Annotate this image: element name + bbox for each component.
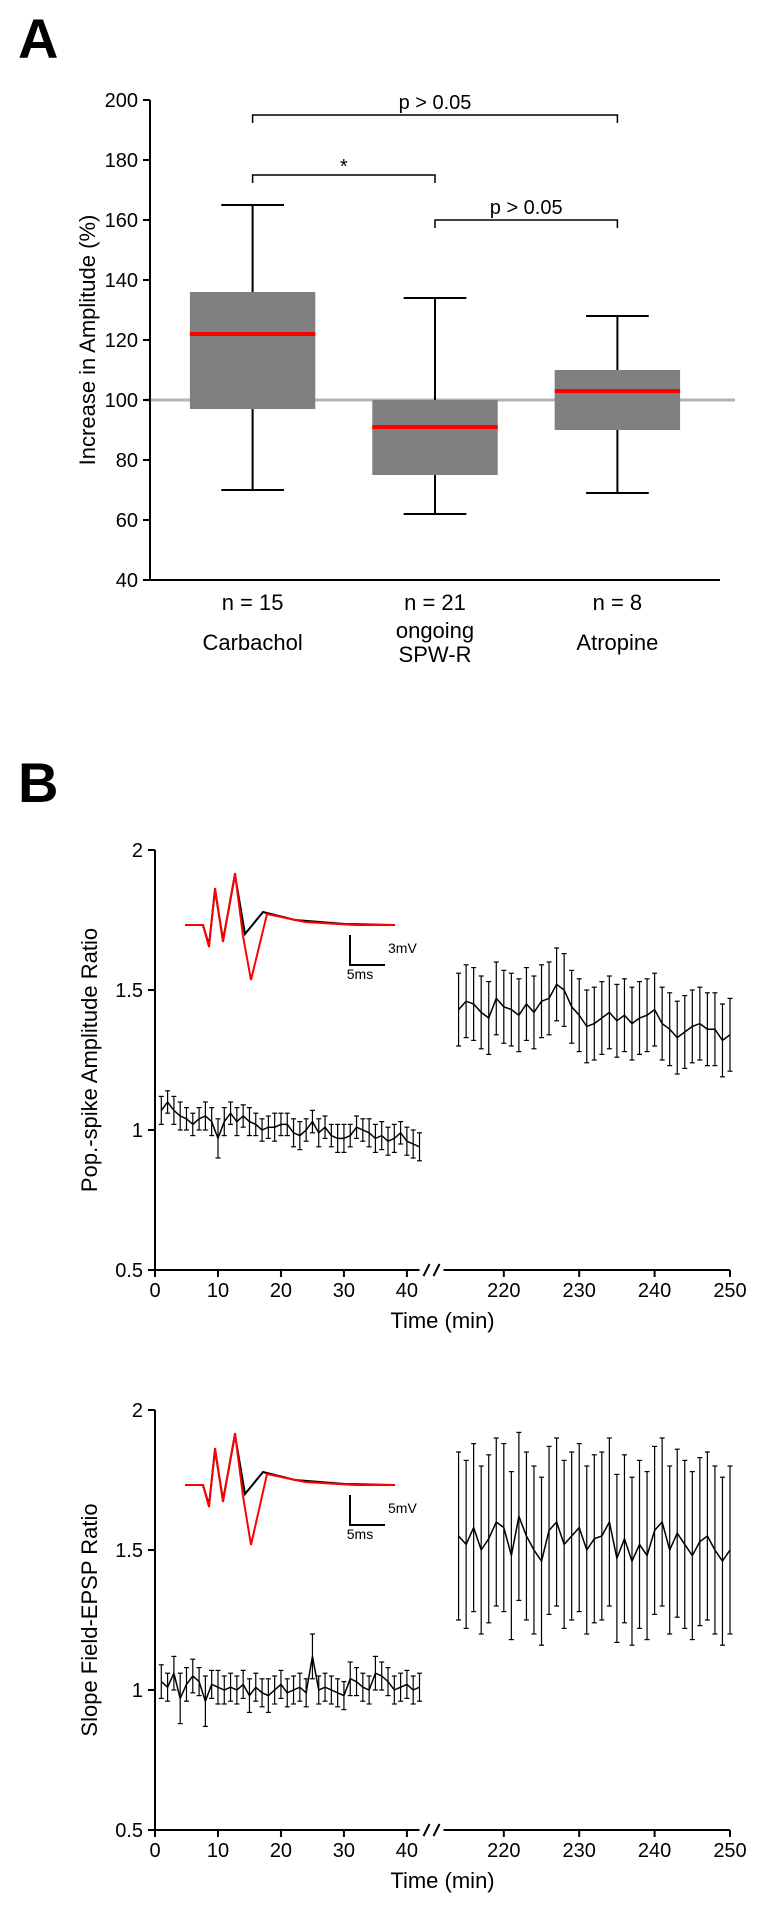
svg-text:250: 250 xyxy=(713,1840,746,1862)
svg-text:40: 40 xyxy=(396,1280,418,1302)
svg-text:180: 180 xyxy=(105,150,138,172)
svg-text:Time (min): Time (min) xyxy=(390,1868,494,1893)
svg-text:Atropine: Atropine xyxy=(576,630,658,655)
svg-text:SPW-R: SPW-R xyxy=(399,642,472,667)
svg-text:1.5: 1.5 xyxy=(115,980,143,1002)
svg-text:220: 220 xyxy=(487,1280,520,1302)
svg-text:0: 0 xyxy=(149,1280,160,1302)
svg-text:5ms: 5ms xyxy=(347,1526,373,1542)
svg-text:p > 0.05: p > 0.05 xyxy=(399,92,472,114)
svg-text:120: 120 xyxy=(105,330,138,352)
svg-text:n = 15: n = 15 xyxy=(222,590,284,615)
svg-text:Slope Field-EPSP Ratio: Slope Field-EPSP Ratio xyxy=(77,1503,102,1736)
svg-text:100: 100 xyxy=(105,390,138,412)
svg-text:160: 160 xyxy=(105,210,138,232)
svg-text:0: 0 xyxy=(149,1840,160,1862)
svg-text:20: 20 xyxy=(270,1840,292,1862)
svg-text:*: * xyxy=(340,156,348,178)
svg-text:ongoing: ongoing xyxy=(396,618,474,643)
svg-text:230: 230 xyxy=(563,1280,596,1302)
panel-a-chart: 40 60 80 100 120 140 160 180 200 Increase in Ampl… xyxy=(70,90,750,710)
svg-text:20: 20 xyxy=(270,1280,292,1302)
svg-text:Pop.-spike Amplitude Ratio: Pop.-spike Amplitude Ratio xyxy=(77,928,102,1192)
svg-text:240: 240 xyxy=(638,1840,671,1862)
svg-text:Carbachol: Carbachol xyxy=(202,630,302,655)
svg-text:n = 21: n = 21 xyxy=(404,590,466,615)
svg-text:n = 8: n = 8 xyxy=(593,590,643,615)
svg-text:230: 230 xyxy=(563,1840,596,1862)
svg-text:1.5: 1.5 xyxy=(115,1540,143,1562)
panel-b-bottom-chart: 0.511.52010203040220230240250Slope Field… xyxy=(70,1390,750,1910)
svg-text:5mV: 5mV xyxy=(388,1500,417,1516)
svg-text:10: 10 xyxy=(207,1840,229,1862)
svg-text:2: 2 xyxy=(132,840,143,862)
svg-text:p > 0.05: p > 0.05 xyxy=(490,197,563,219)
svg-text:10: 10 xyxy=(207,1280,229,1302)
panel-a-label: A xyxy=(18,6,58,71)
svg-text:250: 250 xyxy=(713,1280,746,1302)
svg-text:1: 1 xyxy=(132,1680,143,1702)
svg-text:3mV: 3mV xyxy=(388,940,417,956)
svg-text:40: 40 xyxy=(396,1840,418,1862)
svg-text:30: 30 xyxy=(333,1840,355,1862)
svg-text:80: 80 xyxy=(116,450,138,472)
panel-b-top-chart: 0.511.52010203040220230240250Pop.-spike … xyxy=(70,830,750,1350)
svg-text:40: 40 xyxy=(116,570,138,592)
svg-text:1: 1 xyxy=(132,1120,143,1142)
svg-text:30: 30 xyxy=(333,1280,355,1302)
svg-text:Increase in Amplitude (%): Increase in Amplitude (%) xyxy=(75,215,100,466)
panel-b-label: B xyxy=(18,750,58,815)
figure: A B 406080100120140160180200Increase in … xyxy=(0,0,767,1929)
svg-text:60: 60 xyxy=(116,510,138,532)
svg-text:2: 2 xyxy=(132,1400,143,1422)
svg-text:240: 240 xyxy=(638,1280,671,1302)
svg-text:220: 220 xyxy=(487,1840,520,1862)
svg-text:0.5: 0.5 xyxy=(115,1820,143,1842)
svg-text:Time (min): Time (min) xyxy=(390,1308,494,1333)
svg-text:200: 200 xyxy=(105,90,138,112)
svg-text:140: 140 xyxy=(105,270,138,292)
svg-text:5ms: 5ms xyxy=(347,966,373,982)
svg-text:0.5: 0.5 xyxy=(115,1260,143,1282)
